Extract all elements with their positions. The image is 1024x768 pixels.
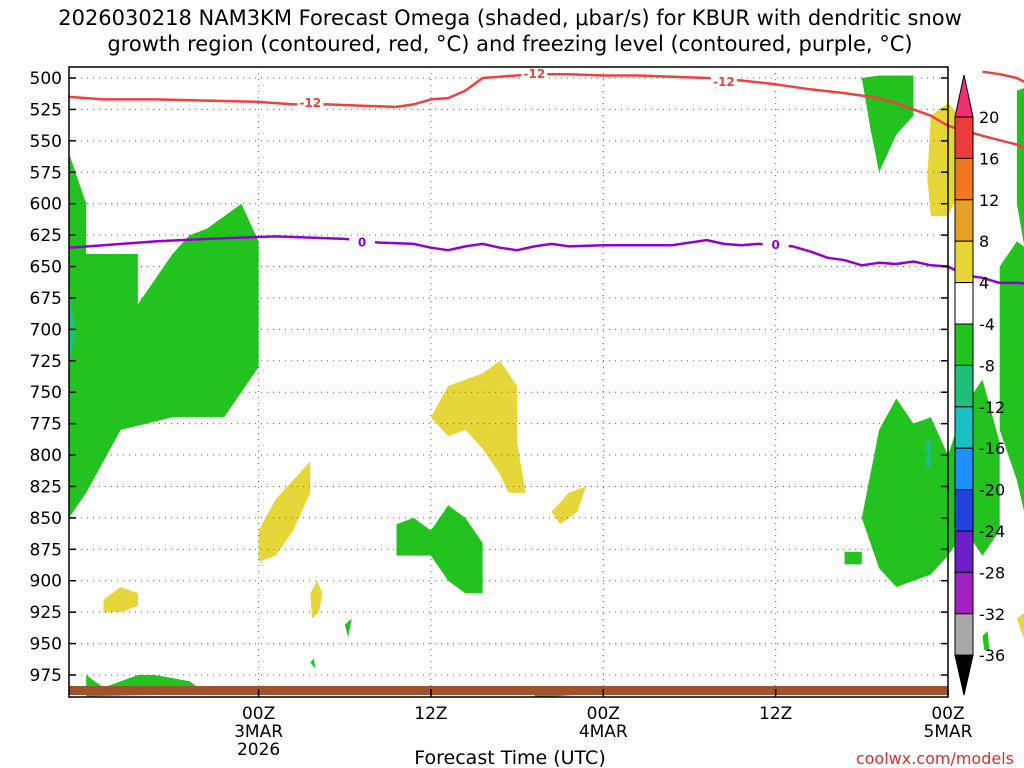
colorbar-label-13: -36 (979, 646, 1005, 665)
grid-lines (69, 67, 949, 697)
dgz-minus12-label-bg-2 (710, 74, 737, 89)
dgz-minus12-top-line (982, 70, 1024, 84)
x-tick-label-2-1: 00Z (587, 704, 620, 724)
y-tick-label-975: 975 (30, 666, 62, 686)
y-tick-label-900: 900 (30, 572, 62, 592)
colorbar-label-8: -16 (979, 439, 1005, 458)
colorbar: 20 16 12 8 4 -4 -8 -12 -16 -20 -24 -28 -32 -36 (954, 74, 1005, 696)
green-small-east (844, 551, 862, 565)
x-axis-title: Forecast Time (UTC) (414, 747, 605, 768)
x-tick-label-0-2: 3MAR (234, 722, 283, 742)
x-tick-label-0-3: 2026 (237, 740, 280, 760)
y-tick-label-725: 725 (30, 352, 62, 372)
dgz-minus12-label-0: -12 (299, 96, 321, 110)
chart-title-line2: growth region (contoured, red, °C) and f… (107, 32, 912, 56)
y-axis: 500 525 550 575 600 625 650 675 700 725 750 775 800 8… (30, 69, 948, 686)
dgz-minus12-label-1: -12 (524, 67, 546, 81)
dgz-minus12-label-2: -12 (713, 75, 735, 89)
colorbar-swatch-11 (954, 530, 974, 573)
y-tick-label-875: 875 (30, 540, 62, 560)
colorbar-label-7: -12 (979, 398, 1005, 417)
colorbar-swatch-6 (954, 323, 974, 366)
freezing-level-label-bg-0 (349, 235, 375, 250)
y-tick-label-575: 575 (30, 163, 62, 183)
dgz-minus12-label-bg-1 (521, 67, 548, 82)
yellow-east-corner (1016, 613, 1024, 639)
chart-title-line1: 2026030218 NAM3KM Forecast Omega (shaded… (58, 6, 962, 30)
plot-frame (68, 66, 949, 698)
green-east-upper (861, 75, 914, 173)
colorbar-swatch-9 (954, 447, 974, 491)
colorbar-label-6: -8 (979, 356, 995, 375)
colorbar-swatch-4 (954, 240, 974, 284)
green-west-column (69, 153, 259, 518)
x-tick-label-4-2: 5MAR (924, 722, 973, 742)
colorbar-swatch-7 (954, 364, 974, 408)
colorbar-swatch-8 (954, 406, 974, 449)
colorbar-label-0: 20 (979, 108, 999, 127)
green-tiny-4 (344, 618, 352, 638)
colorbar-label-9: -20 (979, 481, 1005, 500)
y-tick-label-825: 825 (30, 477, 62, 497)
yellow-left-1 (258, 461, 311, 562)
y-tick-label-700: 700 (30, 320, 62, 340)
green-mid-12z (396, 505, 483, 594)
x-tick-label-0-1: 00Z (242, 704, 275, 724)
yellow-mid-12z (430, 360, 526, 493)
y-tick-label-550: 550 (30, 132, 62, 152)
y-tick-label-600: 600 (30, 195, 62, 215)
y-tick-label-925: 925 (30, 603, 62, 623)
x-tick-label-1-1: 12Z (414, 704, 447, 724)
colorbar-label-12: -32 (979, 605, 1005, 624)
colorbar-top-arrow (954, 74, 974, 118)
contour-lines: -12 -12 -12 0 0 (68, 67, 1024, 285)
y-tick-label-625: 625 (30, 226, 62, 246)
ground-surface (69, 686, 948, 695)
green-tiny-5 (310, 658, 316, 669)
colorbar-label-4: 4 (979, 274, 989, 293)
credit-text: coolwx.com/models (856, 749, 1014, 768)
y-tick-label-500: 500 (30, 69, 62, 89)
colorbar-swatch-5 (954, 282, 974, 325)
green-east-edge-low (999, 241, 1024, 512)
green-east-edge-top (1016, 88, 1024, 245)
y-tick-label-750: 750 (30, 383, 62, 403)
y-tick-label-950: 950 (30, 635, 62, 655)
colorbar-swatch-3 (954, 199, 974, 242)
freezing-level-label-1: 0 (771, 238, 779, 252)
y-tick-label-525: 525 (30, 100, 62, 120)
colorbar-label-3: 8 (979, 232, 989, 251)
y-tick-label-850: 850 (30, 509, 62, 529)
yellow-small-mid (551, 486, 587, 525)
colorbar-bottom-arrow (954, 654, 974, 696)
colorbar-swatch-10 (954, 489, 974, 532)
omega-shaded-regions (69, 75, 1024, 698)
teal-east-dot (925, 436, 931, 468)
yellow-small-3 (310, 580, 323, 619)
y-tick-label-775: 775 (30, 415, 62, 435)
colorbar-label-2: 12 (979, 191, 999, 210)
dgz-minus12-label-bg-0 (297, 96, 324, 111)
freezing-level-label-bg-1 (762, 238, 789, 253)
colorbar-swatch-13 (954, 613, 974, 656)
freezing-level-line (68, 235, 1024, 285)
colorbar-label-11: -28 (979, 563, 1005, 582)
colorbar-swatch-12 (954, 571, 974, 615)
colorbar-label-5: -4 (979, 315, 995, 334)
x-tick-label-4-1: 00Z (931, 704, 964, 724)
colorbar-label-1: 16 (979, 149, 999, 168)
yellow-left-2 (103, 587, 138, 613)
green-tiny-east-2 (982, 631, 990, 650)
colorbar-label-10: -24 (979, 522, 1005, 541)
colorbar-swatch-1 (954, 116, 974, 159)
x-tick-label-3-1: 12Z (759, 704, 792, 724)
y-tick-label-675: 675 (30, 289, 62, 309)
y-tick-label-650: 650 (30, 258, 62, 278)
freezing-level-label-0: 0 (358, 236, 366, 250)
x-tick-label-2-2: 4MAR (579, 722, 628, 742)
y-tick-label-800: 800 (30, 446, 62, 466)
colorbar-swatch-2 (954, 157, 974, 201)
